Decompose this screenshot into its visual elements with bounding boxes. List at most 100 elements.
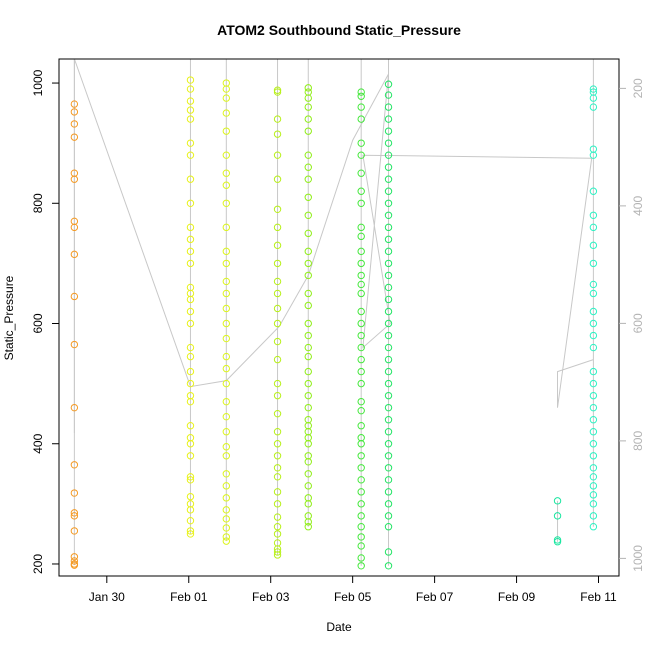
data-point (222, 443, 231, 451)
data-point (304, 403, 312, 412)
data-point (384, 367, 393, 376)
data-point (589, 259, 598, 268)
data-point (70, 340, 79, 349)
x-tick-label: Feb 03 (252, 590, 290, 604)
data-point (304, 301, 312, 310)
data-point (384, 283, 393, 292)
data-point (70, 169, 79, 177)
data-point (357, 523, 365, 531)
data-point (589, 500, 598, 508)
data-point (384, 452, 393, 460)
data-point (384, 80, 393, 88)
x-tick-label: Feb 05 (334, 590, 372, 604)
data-point (384, 331, 393, 340)
data-point (70, 217, 79, 226)
data-point (222, 259, 231, 268)
data-point (357, 512, 365, 520)
data-point (273, 548, 282, 556)
data-point (384, 187, 393, 195)
data-point (384, 103, 393, 111)
data-point (222, 127, 231, 135)
data-point (186, 76, 195, 84)
data-point (589, 280, 598, 289)
data-point (273, 130, 282, 138)
data-point (70, 509, 79, 517)
data-point (222, 94, 231, 102)
data-point (384, 319, 393, 328)
data-point (273, 337, 282, 346)
data-point (304, 391, 312, 400)
x-tick-label: Feb 11 (580, 590, 617, 604)
data-point (186, 139, 195, 147)
data-point (70, 120, 79, 128)
data-point (304, 352, 312, 361)
data-point (304, 151, 312, 159)
data-point (384, 548, 393, 556)
data-point (222, 169, 231, 177)
data-point (186, 151, 195, 159)
data-point (384, 235, 393, 244)
data-point (589, 103, 598, 111)
data-point (589, 331, 598, 340)
data-point (384, 391, 393, 400)
y-tick-label: 1000 (31, 69, 45, 96)
data-point (186, 283, 195, 292)
data-point (357, 223, 365, 232)
data-point (70, 133, 79, 141)
data-point (186, 307, 195, 316)
data-point (186, 115, 195, 123)
data-point (273, 277, 282, 286)
data-point (70, 461, 79, 469)
data-point (222, 524, 231, 532)
data-point (186, 85, 195, 93)
data-point (384, 271, 393, 280)
data-point (304, 163, 312, 171)
data-point (384, 151, 393, 159)
data-point (70, 100, 79, 108)
data-point (70, 292, 79, 301)
data-point (222, 494, 231, 502)
data-point (304, 343, 312, 352)
data-point (273, 304, 282, 313)
data-point (589, 440, 598, 448)
data-point (357, 307, 365, 316)
data-point (70, 250, 79, 259)
data-point (304, 247, 312, 256)
data-point (70, 108, 79, 116)
data-point (357, 533, 365, 541)
data-point (304, 211, 312, 220)
data-point (384, 440, 393, 448)
data-point (222, 428, 231, 436)
data-point (384, 247, 393, 256)
data-point (222, 247, 231, 256)
data-point (186, 422, 195, 430)
data-point (186, 97, 195, 105)
data-point (304, 193, 312, 201)
data-point (589, 367, 598, 376)
data-point (186, 259, 195, 268)
data-point (304, 259, 312, 268)
plot-area (70, 58, 598, 570)
data-point (384, 464, 393, 472)
data-point (222, 482, 231, 490)
data-point (273, 86, 282, 94)
data-point (273, 205, 282, 213)
data-point (222, 364, 231, 373)
data-point (222, 470, 231, 478)
data-point (357, 88, 365, 96)
data-point (186, 352, 195, 361)
data-point (222, 379, 231, 388)
data-point (384, 91, 393, 99)
data-point (357, 464, 365, 472)
data-point (589, 187, 598, 195)
data-point (273, 500, 282, 508)
data-point (304, 379, 312, 388)
data-point (273, 464, 282, 472)
data-point (304, 229, 312, 238)
data-point (186, 500, 195, 508)
data-point (357, 280, 365, 289)
data-point (186, 319, 195, 328)
data-point (357, 169, 365, 177)
data-point (384, 562, 393, 570)
data-point (589, 241, 598, 250)
